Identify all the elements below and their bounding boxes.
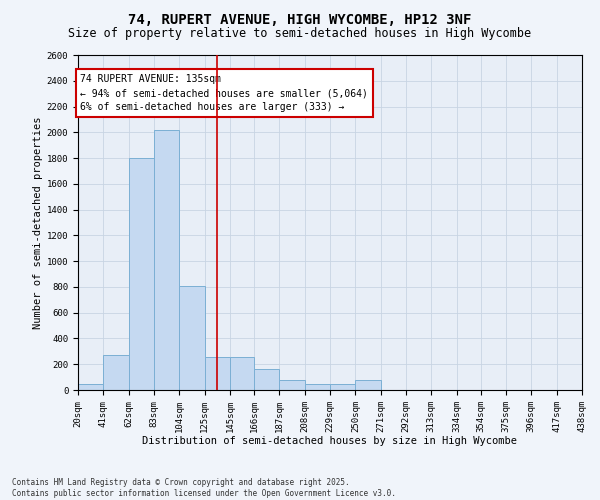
Bar	[330, 384, 355, 390]
Text: 74 RUPERT AVENUE: 135sqm
← 94% of semi-detached houses are smaller (5,064)
6% of: 74 RUPERT AVENUE: 135sqm ← 94% of semi-d…	[80, 74, 368, 112]
Bar	[78, 384, 103, 390]
Bar	[254, 368, 280, 390]
Bar	[280, 380, 305, 390]
Bar	[179, 286, 205, 390]
Y-axis label: Number of semi-detached properties: Number of semi-detached properties	[32, 116, 43, 329]
Bar	[355, 380, 380, 390]
X-axis label: Distribution of semi-detached houses by size in High Wycombe: Distribution of semi-detached houses by …	[143, 436, 517, 446]
Text: Contains HM Land Registry data © Crown copyright and database right 2025.
Contai: Contains HM Land Registry data © Crown c…	[12, 478, 396, 498]
Bar	[103, 355, 128, 390]
Bar	[128, 158, 154, 390]
Text: Size of property relative to semi-detached houses in High Wycombe: Size of property relative to semi-detach…	[68, 28, 532, 40]
Bar	[305, 384, 330, 390]
Text: 74, RUPERT AVENUE, HIGH WYCOMBE, HP12 3NF: 74, RUPERT AVENUE, HIGH WYCOMBE, HP12 3N…	[128, 12, 472, 26]
Bar	[154, 130, 179, 390]
Bar	[230, 356, 254, 390]
Bar	[205, 356, 230, 390]
